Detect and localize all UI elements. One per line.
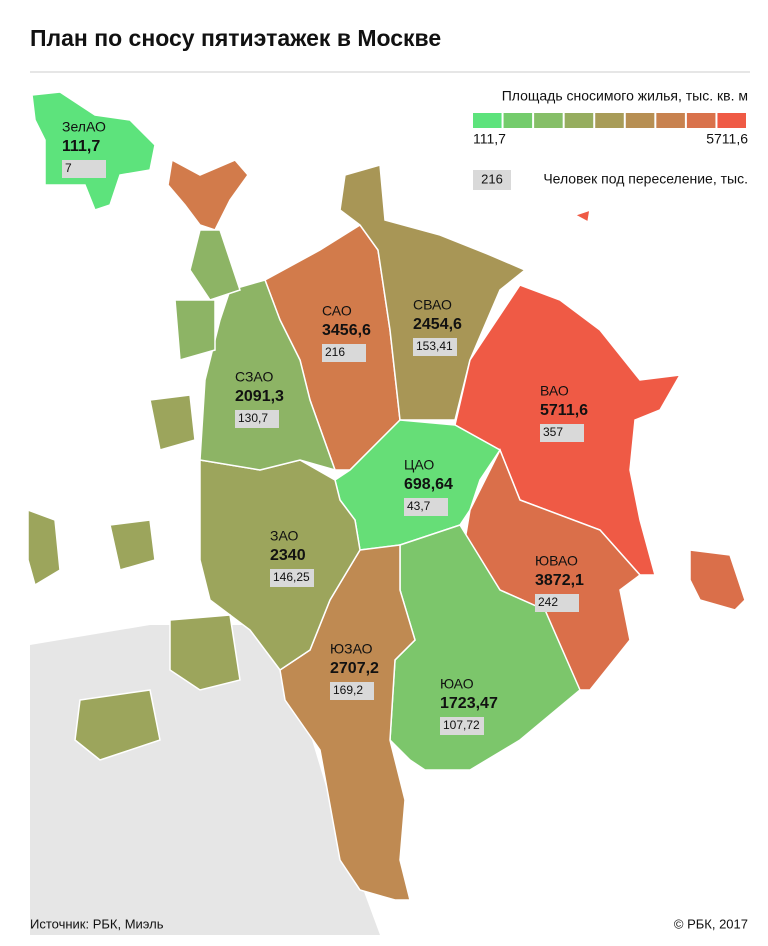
district-area: 2340 — [270, 547, 306, 564]
district-area: 3456,6 — [322, 322, 371, 339]
legend-swatch — [473, 113, 502, 128]
district-name: ЮВАО — [535, 553, 578, 569]
legend-swatch — [686, 113, 716, 128]
legend-swatch — [564, 113, 594, 128]
district-area: 2707,2 — [330, 660, 379, 677]
district-area: 111,7 — [62, 138, 100, 155]
district-people: 130,7 — [238, 411, 268, 425]
district-shape — [189, 229, 241, 301]
district-shape — [109, 519, 156, 571]
district-shape — [27, 508, 61, 587]
people-box — [413, 338, 457, 356]
district-name: ЮАО — [440, 676, 474, 692]
district-name: САО — [322, 303, 352, 319]
district-people: 169,2 — [333, 683, 363, 697]
district-people: 7 — [65, 161, 72, 175]
district-name: ЦАО — [404, 457, 434, 473]
district-people: 216 — [325, 345, 345, 359]
district-name: ВАО — [540, 383, 569, 399]
legend-swatch — [534, 113, 563, 128]
legend-swatch — [656, 113, 685, 128]
district-name: СВАО — [413, 297, 452, 313]
district-shape — [169, 614, 241, 691]
district-shape — [74, 689, 161, 761]
people-box — [322, 344, 366, 362]
people-box — [404, 498, 448, 516]
district-people: 146,25 — [273, 570, 310, 584]
district-shape — [149, 394, 196, 451]
district-name: ЮЗАО — [330, 641, 373, 657]
people-box — [540, 424, 584, 442]
district-area: 698,64 — [404, 476, 453, 493]
district-people: 153,41 — [416, 339, 453, 353]
legend-people-box — [473, 170, 511, 190]
people-box — [440, 717, 484, 735]
legend-swatch — [717, 113, 746, 128]
people-box — [235, 410, 279, 428]
people-box — [62, 160, 106, 178]
legend-people-sample: 216 — [481, 171, 503, 186]
district-name: ЗелАО — [62, 119, 106, 135]
district-shape — [689, 549, 746, 611]
district-people: 107,72 — [443, 718, 480, 732]
district-area: 2454,6 — [413, 316, 462, 333]
district-area: 3872,1 — [535, 572, 584, 589]
district-shape — [174, 299, 216, 361]
district-shape — [573, 208, 591, 224]
district-area: 1723,47 — [440, 695, 498, 712]
district-people: 242 — [538, 595, 558, 609]
legend-title: Площадь сносимого жилья, тыс. кв. м — [502, 88, 748, 104]
people-box — [330, 682, 374, 700]
district-shape — [167, 158, 249, 231]
district-shape — [199, 459, 361, 672]
people-box — [535, 594, 579, 612]
legend-people-label: Человек под переселение, тыс. — [543, 171, 748, 187]
title: План по сносу пятиэтажек в Москве — [30, 25, 441, 51]
legend-max: 5711,6 — [706, 131, 748, 147]
district-name: СЗАО — [235, 369, 273, 385]
district-area: 2091,3 — [235, 388, 284, 405]
people-box — [270, 569, 314, 587]
district-shape — [199, 279, 337, 472]
source: Источник: РБК, Миэль — [30, 916, 164, 931]
district-area: 5711,6 — [540, 402, 588, 419]
legend-min: 111,7 — [473, 131, 506, 147]
legend-swatch — [625, 113, 655, 128]
copyright: © РБК, 2017 — [674, 916, 748, 931]
district-people: 357 — [543, 425, 563, 439]
legend-swatch — [595, 113, 624, 128]
district-shape — [31, 91, 156, 211]
district-people: 43,7 — [407, 499, 431, 513]
legend-swatch — [503, 113, 533, 128]
district-name: ЗАО — [270, 528, 298, 544]
